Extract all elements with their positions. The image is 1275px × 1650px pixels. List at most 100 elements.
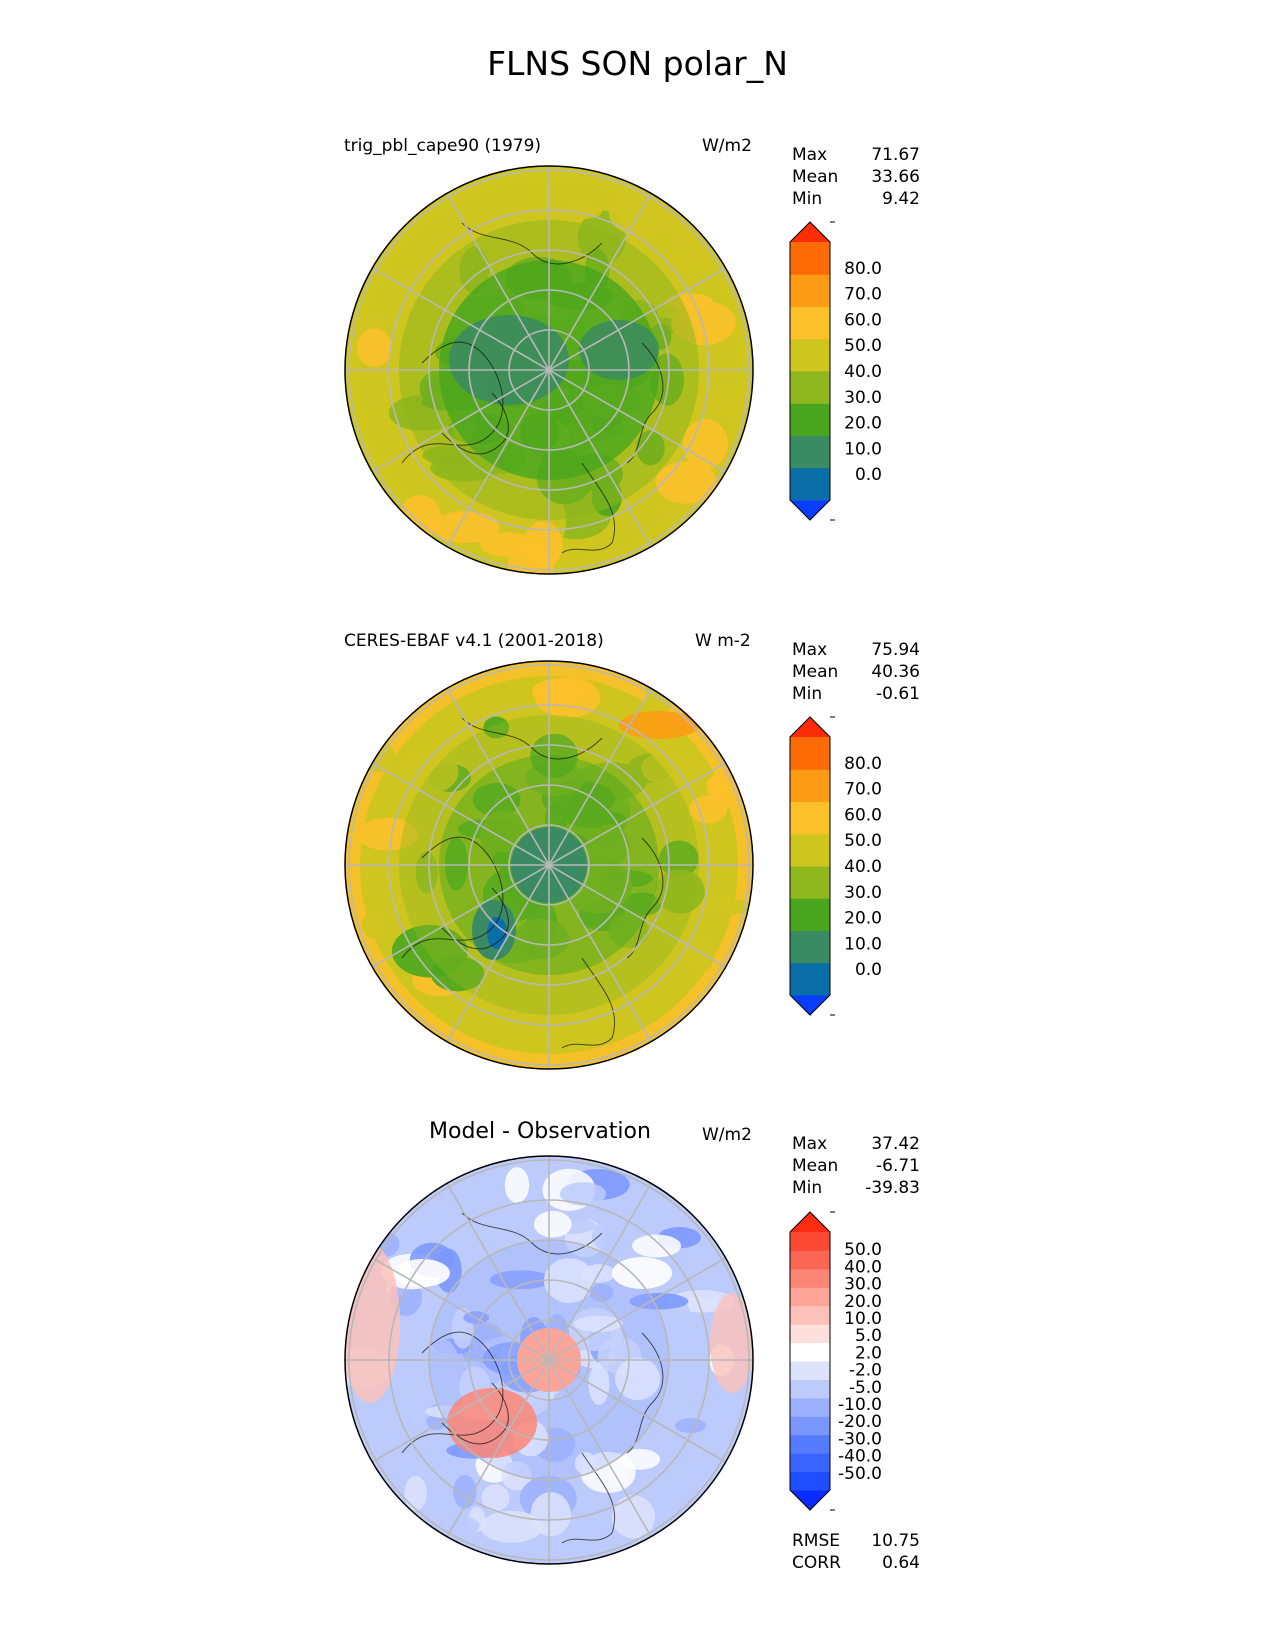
field-blob bbox=[655, 461, 718, 504]
colorbar-band bbox=[790, 1287, 830, 1307]
colorbar-tick-label: 50.0 bbox=[844, 1240, 882, 1260]
field-blob bbox=[444, 837, 469, 891]
stat-label: Min bbox=[792, 1178, 823, 1198]
colorbar-band bbox=[790, 866, 830, 899]
meridian-line bbox=[446, 192, 652, 548]
colorbar-tick-label: 40.0 bbox=[844, 1257, 882, 1277]
panel-3-units: W/m2 bbox=[702, 1125, 752, 1145]
stat-value: -39.83 bbox=[865, 1178, 920, 1198]
colorbar-band bbox=[790, 1361, 830, 1380]
colorbar-tick-label: -20.0 bbox=[838, 1412, 882, 1432]
field-blob bbox=[609, 190, 680, 237]
coastline bbox=[626, 837, 664, 959]
field-blob bbox=[574, 1452, 597, 1475]
field-blob bbox=[589, 824, 630, 868]
colorbar-tick-label: 80.0 bbox=[844, 259, 882, 279]
stat-label: Min bbox=[792, 684, 823, 704]
coastline bbox=[461, 222, 603, 265]
stat-value: 33.66 bbox=[871, 167, 920, 187]
stat-value: -6.71 bbox=[876, 1156, 920, 1176]
colorbar-tick-label: 60.0 bbox=[844, 310, 882, 330]
stat-label: Max bbox=[792, 145, 828, 165]
coastline bbox=[441, 392, 509, 455]
colorbar-band bbox=[790, 338, 830, 372]
colorbar-tick-label: 2.0 bbox=[855, 1343, 882, 1363]
colorbar-band bbox=[790, 1434, 830, 1454]
panel-3-error-stats: RMSE 10.75 CORR 0.64 bbox=[792, 1530, 920, 1574]
field-blob bbox=[622, 892, 662, 916]
colorbar-tick-label: 0.0 bbox=[855, 960, 882, 980]
colorbar-outline bbox=[789, 221, 831, 521]
meridian-line bbox=[446, 1182, 652, 1538]
field-blob bbox=[530, 1492, 571, 1537]
field-blob bbox=[674, 1418, 707, 1434]
colorbar-band bbox=[790, 1305, 830, 1325]
field-blob bbox=[416, 1445, 455, 1486]
panel-1-title: trig_pbl_cape90 (1979) bbox=[344, 136, 542, 156]
stat-value: 40.36 bbox=[871, 662, 920, 682]
map-border bbox=[344, 1155, 754, 1565]
colorbar-band bbox=[790, 435, 830, 469]
map-border bbox=[344, 165, 754, 575]
colorbar-tick-label: 30.0 bbox=[844, 388, 882, 408]
colorbar-difference: 50.040.030.020.010.05.02.0-2.0-5.0-10.0-… bbox=[789, 1211, 882, 1511]
field-blob bbox=[615, 1357, 661, 1401]
colorbar-band bbox=[790, 898, 830, 931]
field-blob bbox=[430, 511, 500, 544]
stat-value: 0.64 bbox=[882, 1553, 920, 1573]
field-blob bbox=[632, 1234, 682, 1258]
colorbar-band bbox=[790, 1250, 830, 1270]
panel-3-stats: Max 37.42 Mean -6.71 Min -39.83 bbox=[792, 1133, 920, 1199]
coastline bbox=[461, 1212, 603, 1255]
panel-2-stats: Max 75.94 Mean 40.36 Min -0.61 bbox=[792, 639, 920, 705]
coastline bbox=[561, 462, 616, 554]
stat-value: 75.94 bbox=[871, 640, 920, 660]
polar-map-difference bbox=[344, 1155, 754, 1565]
stat-value: 9.42 bbox=[882, 189, 920, 209]
stat-value: 10.75 bbox=[871, 1531, 920, 1551]
stat-label: Mean bbox=[792, 662, 839, 682]
colorbar-band bbox=[790, 1342, 830, 1362]
colorbar-band bbox=[790, 930, 830, 964]
field-blob bbox=[588, 1363, 610, 1406]
polar-map-model bbox=[344, 165, 754, 575]
colorbar-tick-label: 40.0 bbox=[844, 857, 882, 877]
colorbar-band bbox=[790, 467, 830, 501]
field-blob-neutral bbox=[612, 1257, 672, 1289]
colorbar-outline bbox=[789, 1211, 831, 1511]
colorbar-tick-label: 10.0 bbox=[844, 1309, 882, 1329]
coastline bbox=[441, 887, 509, 950]
field-blob bbox=[362, 911, 387, 939]
field-blob bbox=[415, 851, 438, 894]
figure-title: FLNS SON polar_N bbox=[487, 44, 788, 83]
colorbar-tick-label: 50.0 bbox=[844, 831, 882, 851]
colorbar-band bbox=[790, 833, 830, 867]
stat-label: CORR bbox=[792, 1553, 841, 1573]
stat-value: 37.42 bbox=[871, 1134, 920, 1154]
colorbar-extend-min bbox=[790, 500, 830, 520]
field-blob bbox=[404, 1475, 428, 1511]
colorbar-band bbox=[790, 1268, 830, 1288]
field-blob bbox=[487, 917, 507, 949]
stat-value: 71.67 bbox=[871, 145, 920, 165]
field-blob bbox=[589, 1283, 614, 1302]
colorbar-tick-label: 10.0 bbox=[844, 439, 882, 459]
field-blob-neutral bbox=[394, 1259, 450, 1287]
colorbar-band bbox=[790, 1397, 830, 1417]
field-blob bbox=[573, 1315, 623, 1332]
colorbar-band bbox=[790, 1324, 830, 1344]
coastline bbox=[401, 1331, 504, 1454]
field-blob bbox=[483, 716, 510, 739]
colorbar-tick-label: 40.0 bbox=[844, 362, 882, 382]
panel-1-units: W/m2 bbox=[702, 136, 752, 156]
stat-value: -0.61 bbox=[876, 684, 920, 704]
colorbar-tick-label: -40.0 bbox=[838, 1447, 882, 1467]
colorbar-band bbox=[790, 801, 830, 835]
field-blob bbox=[682, 934, 716, 973]
colorbar-tick-label: 0.0 bbox=[855, 465, 882, 485]
colorbar-tick-label: -30.0 bbox=[838, 1429, 882, 1449]
colorbar-model: 80.0 70.0 60.0 50.0 40.0 30.0 20.0 10.0 0.0 bbox=[789, 221, 882, 521]
panel-2-title: CERES-EBAF v4.1 (2001-2018) bbox=[344, 631, 604, 651]
colorbar-tick-label: 20.0 bbox=[844, 414, 882, 434]
stat-label: RMSE bbox=[792, 1531, 841, 1551]
